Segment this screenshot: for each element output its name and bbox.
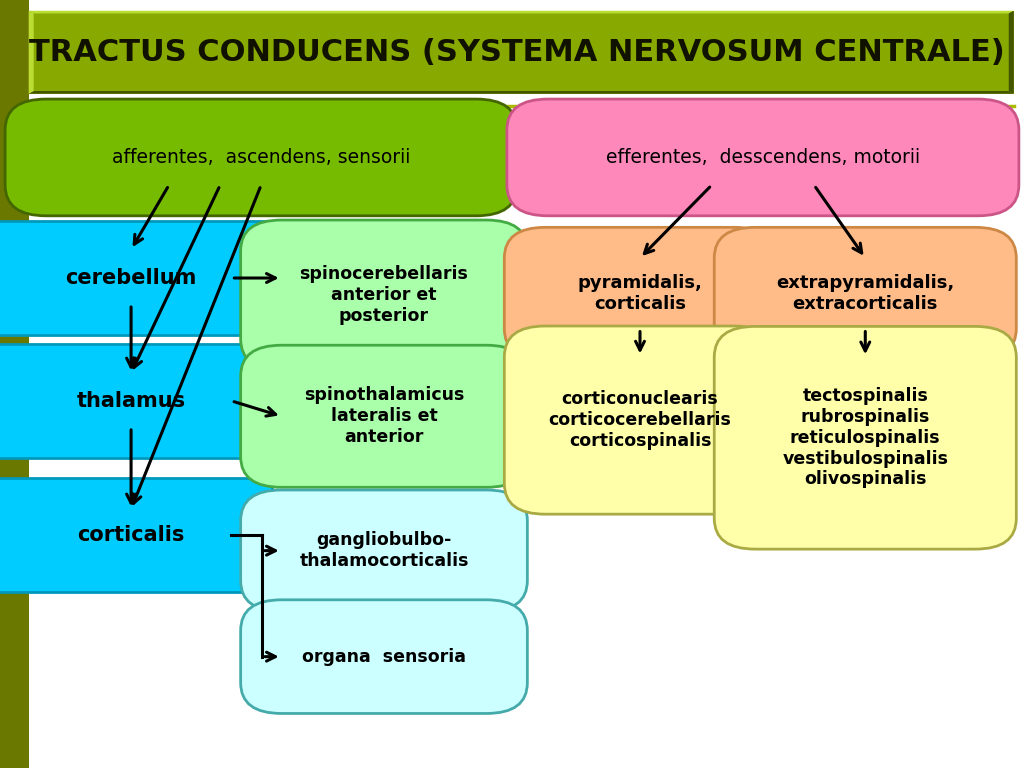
FancyBboxPatch shape — [714, 326, 1016, 549]
FancyBboxPatch shape — [241, 346, 527, 487]
FancyBboxPatch shape — [29, 11, 1014, 94]
Text: extrapyramidalis,
extracorticalis: extrapyramidalis, extracorticalis — [776, 274, 954, 313]
Text: thalamus: thalamus — [77, 391, 185, 411]
Text: organa  sensoria: organa sensoria — [302, 647, 466, 666]
FancyBboxPatch shape — [714, 227, 1016, 359]
FancyBboxPatch shape — [241, 490, 527, 611]
FancyBboxPatch shape — [504, 326, 776, 515]
FancyBboxPatch shape — [241, 600, 527, 713]
FancyBboxPatch shape — [5, 99, 517, 216]
FancyBboxPatch shape — [0, 478, 272, 592]
FancyBboxPatch shape — [504, 227, 776, 359]
FancyBboxPatch shape — [241, 220, 527, 370]
FancyBboxPatch shape — [507, 99, 1019, 216]
Text: efferentes,  desscendens, motorii: efferentes, desscendens, motorii — [606, 148, 920, 167]
FancyBboxPatch shape — [0, 221, 272, 335]
Polygon shape — [29, 91, 1014, 94]
Polygon shape — [29, 11, 34, 94]
Text: gangliobulbo-
thalamocorticalis: gangliobulbo- thalamocorticalis — [299, 531, 469, 570]
FancyBboxPatch shape — [0, 0, 29, 768]
Text: corticonuclearis
corticocerebellaris
corticospinalis: corticonuclearis corticocerebellaris cor… — [549, 390, 731, 450]
Text: TRACTUS CONDUCENS (SYSTEMA NERVOSUM CENTRALE): TRACTUS CONDUCENS (SYSTEMA NERVOSUM CENT… — [30, 38, 1005, 67]
Text: pyramidalis,
corticalis: pyramidalis, corticalis — [578, 274, 702, 313]
Text: afferentes,  ascendens, sensorii: afferentes, ascendens, sensorii — [112, 148, 411, 167]
Text: spinocerebellaris
anterior et
posterior: spinocerebellaris anterior et posterior — [300, 265, 468, 325]
Text: spinothalamicus
lateralis et
anterior: spinothalamicus lateralis et anterior — [304, 386, 464, 446]
Text: tectospinalis
rubrospinalis
reticulospinalis
vestibulospinalis
olivospinalis: tectospinalis rubrospinalis reticulospin… — [782, 387, 948, 488]
Polygon shape — [1009, 11, 1014, 94]
Text: corticalis: corticalis — [78, 525, 184, 545]
Text: cerebellum: cerebellum — [66, 268, 197, 288]
Polygon shape — [29, 11, 1014, 13]
FancyBboxPatch shape — [0, 344, 272, 458]
